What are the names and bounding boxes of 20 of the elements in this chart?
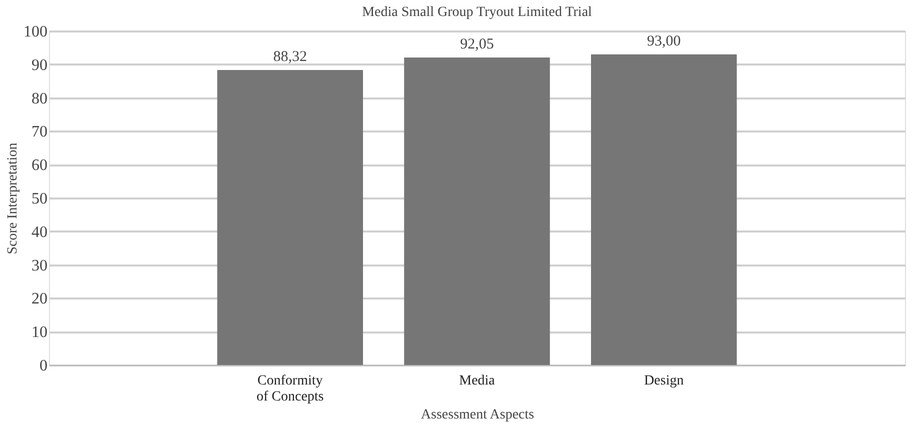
data-label: 93,00	[647, 33, 681, 50]
y-tick-label: 0	[40, 358, 48, 374]
y-tick-label: 60	[32, 157, 48, 174]
y-tick-label: 30	[32, 257, 48, 274]
y-tick-label: 10	[32, 324, 48, 342]
y-tick-label: 70	[32, 124, 48, 141]
x-tick-label: Conformity of Concepts	[256, 374, 324, 404]
data-label: 88,32	[273, 49, 307, 66]
data-label: 92,05	[460, 36, 494, 53]
chart-title: Media Small Group Tryout Limited Trial	[362, 5, 592, 20]
y-tick-label: 100	[24, 24, 48, 40]
x-axis-title: Assessment Aspects	[420, 408, 534, 422]
y-tick-label: 50	[32, 190, 48, 208]
y-tick-label: 90	[32, 56, 48, 74]
y-tick-label: 80	[32, 90, 48, 108]
x-tick-label: Media	[459, 374, 496, 388]
y-axis-title: Score Interpretation	[6, 142, 20, 254]
x-tick-label: Design	[644, 374, 684, 388]
y-tick-label: 20	[32, 290, 48, 308]
y-tick-label: 40	[32, 224, 48, 241]
